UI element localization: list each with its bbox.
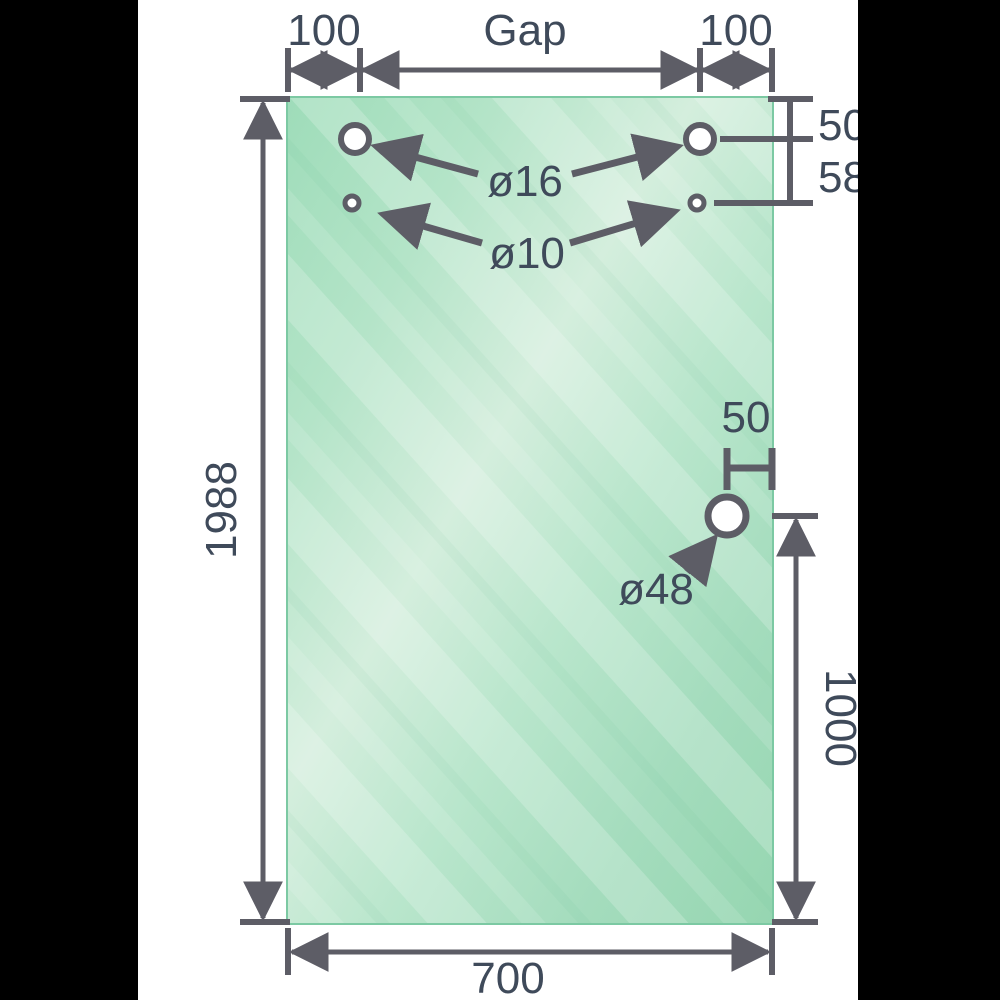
callout-o10-label: ø10 <box>489 229 565 278</box>
hinge-hole-top-right <box>683 122 717 156</box>
callout-o10-leader-right <box>568 200 681 248</box>
callout-o16-leader-right <box>571 133 684 181</box>
callout-o48-leader <box>668 533 719 588</box>
callout-o10-group: ø10 <box>377 200 681 278</box>
pin-hole-left <box>342 193 362 213</box>
top-right-offset-label: 100 <box>699 6 772 55</box>
glass-panel-edge <box>286 96 774 925</box>
pin-hole-right <box>687 193 707 213</box>
callout-o48-label: ø48 <box>618 565 694 614</box>
callout-o16-leader-left <box>370 133 479 182</box>
callout-o10-leader-left <box>377 202 483 250</box>
letterbox-right <box>858 0 1000 1000</box>
callout-o16-group: ø16 <box>370 133 684 206</box>
holes-group <box>338 122 750 539</box>
glass-panel-group <box>286 96 774 925</box>
top-dimension-group: 100 Gap 100 <box>285 6 775 92</box>
right-height-label: 1000 <box>816 669 865 767</box>
top-gap-label: Gap <box>483 6 566 55</box>
lock-offset-dimension-group: 50 <box>722 393 776 490</box>
left-height-dimension-group: 1988 <box>197 96 290 925</box>
bottom-width-label: 700 <box>471 954 544 1000</box>
glass-panel-stripes <box>287 97 773 924</box>
callout-o48-group: ø48 <box>618 533 719 614</box>
hinge-hole-top-left <box>338 122 372 156</box>
bottom-width-dimension-group: 700 <box>285 928 775 1000</box>
callout-o16-label: ø16 <box>487 157 563 206</box>
letterbox-left <box>0 0 138 1000</box>
lock-hole <box>704 493 750 539</box>
lock-offset-label: 50 <box>722 393 771 442</box>
right-height-dimension-group: 1000 <box>772 513 865 925</box>
left-height-label: 1988 <box>197 461 246 559</box>
top-left-offset-label: 100 <box>287 6 360 55</box>
